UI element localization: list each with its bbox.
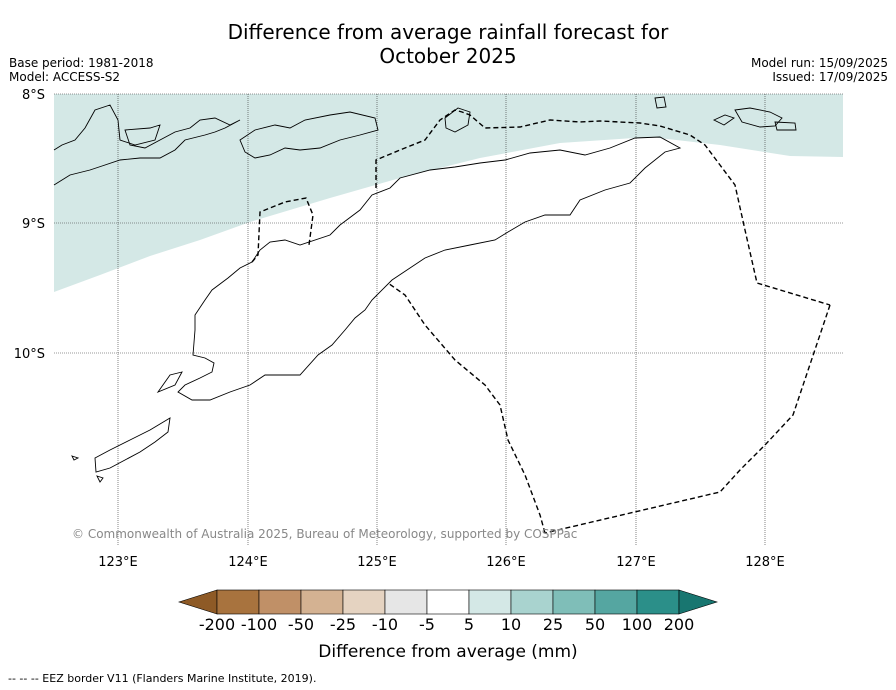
lon-label: 126°E (486, 555, 526, 570)
base-period-info: Base period: 1981-2018 Model: ACCESS-S2 (9, 56, 154, 84)
colorbar-segment (216, 589, 260, 615)
colorbar-tick: 100 (622, 615, 653, 634)
island-outline-3 (444, 107, 471, 133)
colorbar-tick: 5 (464, 615, 474, 634)
eez-borders (251, 109, 831, 534)
southwest-islands (156, 371, 183, 394)
colorbar-segment (384, 589, 428, 615)
eez-border-timor (387, 282, 546, 534)
colorbar-tick: -50 (288, 615, 314, 634)
lon-label: 127°E (616, 555, 656, 570)
colorbar-segment (552, 589, 596, 615)
eez-footnote: -- -- -- EEZ border V11 (Flanders Marine… (8, 672, 317, 685)
title-line-2: October 2025 (379, 44, 517, 68)
colorbar-tick: 50 (585, 615, 605, 634)
rote-island (94, 417, 171, 473)
colorbar-segment (594, 589, 638, 615)
lon-label: 128°E (745, 555, 785, 570)
colorbar-segment (258, 589, 302, 615)
base-period: Base period: 1981-2018 (9, 56, 154, 70)
colorbar-tick: -200 (199, 615, 235, 634)
title-line-1: Difference from average rainfall forecas… (227, 20, 669, 44)
coastlines (53, 96, 797, 483)
map-title: Difference from average rainfall forecas… (0, 20, 896, 68)
northern-islands (53, 104, 241, 186)
eez-border-north (375, 109, 831, 306)
colorbar (178, 589, 718, 615)
lon-labels: 123°E 124°E 125°E 126°E 127°E 128°E (98, 555, 785, 570)
eez-border-east (544, 304, 831, 534)
eez-border-oecusse (251, 197, 314, 263)
colorbar-tick: -100 (241, 615, 277, 634)
island-outline-6 (712, 114, 735, 126)
colorbar-tick: 200 (664, 615, 695, 634)
colorbar-tick: -5 (419, 615, 435, 634)
colorbar-tick: -25 (330, 615, 356, 634)
colorbar-tick: -10 (372, 615, 398, 634)
lon-label: 123°E (98, 555, 138, 570)
small-island (71, 455, 104, 483)
colorbar-tick: 10 (501, 615, 521, 634)
colorbar-segment (300, 589, 344, 615)
lat-label: 8°S (22, 88, 45, 103)
lat-labels: 8°S 9°S 10°S (14, 88, 45, 362)
model-run-date: Model run: 15/09/2025 (750, 56, 888, 70)
issued-date: Issued: 17/09/2025 (772, 70, 888, 84)
colorbar-segment (342, 589, 386, 615)
island-outline-7 (654, 96, 667, 109)
colorbar-segment (468, 589, 512, 615)
colorbar-segment (636, 589, 680, 615)
colorbar-tick: 25 (543, 615, 563, 634)
colorbar-label: Difference from average (mm) (318, 642, 577, 662)
model-run-info: Model run: 15/09/2025 Issued: 17/09/2025 (751, 56, 888, 84)
colorbar-segment (510, 589, 554, 615)
copyright-notice: © Commonwealth of Australia 2025, Bureau… (72, 527, 577, 541)
colorbar-extend-low (178, 589, 218, 615)
lon-label: 124°E (228, 555, 268, 570)
lat-label: 10°S (14, 347, 45, 362)
lon-label: 125°E (357, 555, 397, 570)
rainfall-anomaly-shading (54, 94, 843, 292)
colorbar-tick-labels: -200 -100 -50 -25 -10 -5 5 10 25 50 100 200 (199, 615, 694, 634)
lat-label: 9°S (22, 217, 45, 232)
model-name: Model: ACCESS-S2 (9, 70, 121, 84)
colorbar-extend-high (678, 589, 718, 615)
timor-coastline (177, 136, 682, 401)
island-outline-2 (239, 111, 379, 159)
island-outline-5 (774, 121, 797, 131)
colorbar-segment (426, 589, 470, 615)
